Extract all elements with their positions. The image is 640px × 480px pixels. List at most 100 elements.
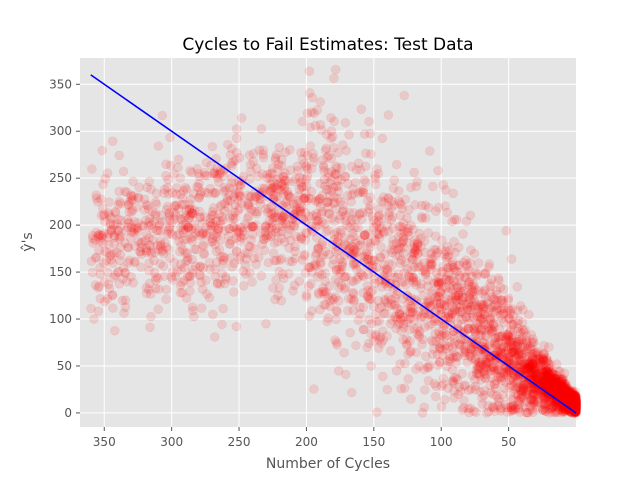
scatter-point: [473, 258, 484, 268]
scatter-point: [505, 305, 515, 316]
scatter-point: [407, 307, 417, 317]
scatter-point: [553, 389, 563, 400]
scatter-point: [481, 330, 491, 341]
scatter-point: [276, 177, 286, 188]
scatter-point: [304, 311, 315, 321]
scatter-point: [418, 266, 428, 276]
scatter-point: [463, 323, 474, 334]
scatter-point: [556, 390, 567, 401]
scatter-point: [350, 238, 361, 248]
scatter-point: [170, 271, 181, 282]
scatter-point: [323, 196, 334, 207]
scatter-point: [548, 386, 558, 397]
scatter-point: [463, 323, 474, 334]
scatter-point: [244, 202, 254, 213]
scatter-point: [481, 373, 491, 384]
scatter-point: [276, 227, 287, 237]
scatter-point: [365, 128, 376, 139]
scatter-point: [371, 329, 381, 340]
scatter-point: [543, 367, 554, 377]
scatter-point: [106, 255, 116, 265]
scatter-point: [433, 360, 443, 370]
scatter-point: [302, 171, 313, 182]
scatter-point: [450, 350, 461, 361]
scatter-point: [388, 183, 399, 193]
scatter-point: [372, 164, 382, 174]
scatter-point: [100, 173, 110, 184]
scatter-point: [135, 246, 146, 257]
scatter-point: [359, 175, 370, 185]
scatter-point: [371, 220, 382, 231]
scatter-point: [553, 405, 564, 415]
scatter-point: [420, 266, 431, 277]
scatter-point: [552, 384, 562, 394]
scatter-point: [449, 276, 460, 287]
scatter-point: [329, 192, 339, 202]
scatter-point: [545, 382, 556, 393]
scatter-point: [571, 400, 581, 411]
scatter-point: [120, 267, 131, 278]
scatter-point: [345, 327, 356, 338]
scatter-point: [199, 248, 209, 259]
scatter-point: [530, 365, 541, 376]
scatter-point: [169, 257, 180, 268]
scatter-point: [171, 200, 182, 211]
scatter-point: [400, 194, 411, 205]
x-tick-label: 150: [362, 435, 385, 449]
scatter-point: [312, 244, 323, 254]
scatter-point: [365, 192, 376, 203]
scatter-point: [159, 188, 169, 198]
scatter-point: [571, 399, 581, 410]
scatter-point: [153, 304, 163, 315]
scatter-point: [130, 257, 140, 268]
scatter-point: [332, 340, 342, 350]
scatter-point: [420, 213, 431, 223]
scatter-point: [370, 173, 381, 184]
scatter-point: [547, 402, 557, 413]
scatter-point: [468, 296, 479, 307]
scatter-point: [570, 392, 581, 403]
scatter-point: [269, 212, 280, 223]
scatter-point: [240, 219, 251, 229]
scatter-point: [502, 407, 513, 417]
scatter-point: [217, 319, 227, 330]
scatter-point: [322, 129, 332, 140]
scatter-point: [571, 400, 581, 411]
scatter-point: [314, 193, 325, 204]
scatter-point: [503, 295, 513, 306]
scatter-point: [393, 319, 404, 330]
scatter-point: [568, 395, 579, 406]
scatter-point: [392, 303, 402, 314]
scatter-point: [551, 376, 562, 387]
scatter-point: [569, 395, 580, 406]
scatter-point: [537, 376, 548, 387]
scatter-point: [159, 271, 169, 282]
scatter-point: [261, 221, 271, 232]
scatter-point: [187, 302, 198, 312]
scatter-point: [146, 311, 156, 322]
scatter-point: [340, 171, 350, 181]
scatter-point: [556, 380, 567, 391]
scatter-point: [419, 364, 429, 375]
scatter-point: [564, 394, 575, 405]
scatter-point: [361, 248, 371, 259]
scatter-point: [264, 223, 275, 233]
scatter-point: [362, 260, 373, 271]
scatter-point: [475, 316, 486, 327]
scatter-point: [426, 335, 437, 346]
scatter-point: [377, 133, 388, 144]
scatter-point: [566, 393, 576, 404]
scatter-point: [113, 266, 124, 277]
scatter-point: [416, 283, 426, 293]
scatter-point: [251, 220, 261, 230]
scatter-point: [185, 270, 195, 281]
scatter-point: [567, 395, 578, 406]
scatter-point: [294, 206, 305, 216]
scatter-point: [213, 224, 224, 234]
scatter-point: [223, 231, 234, 241]
scatter-point: [570, 400, 580, 410]
scatter-point: [333, 277, 344, 287]
scatter-point: [405, 307, 415, 317]
scatter-point: [480, 267, 491, 278]
scatter-point: [210, 271, 221, 282]
